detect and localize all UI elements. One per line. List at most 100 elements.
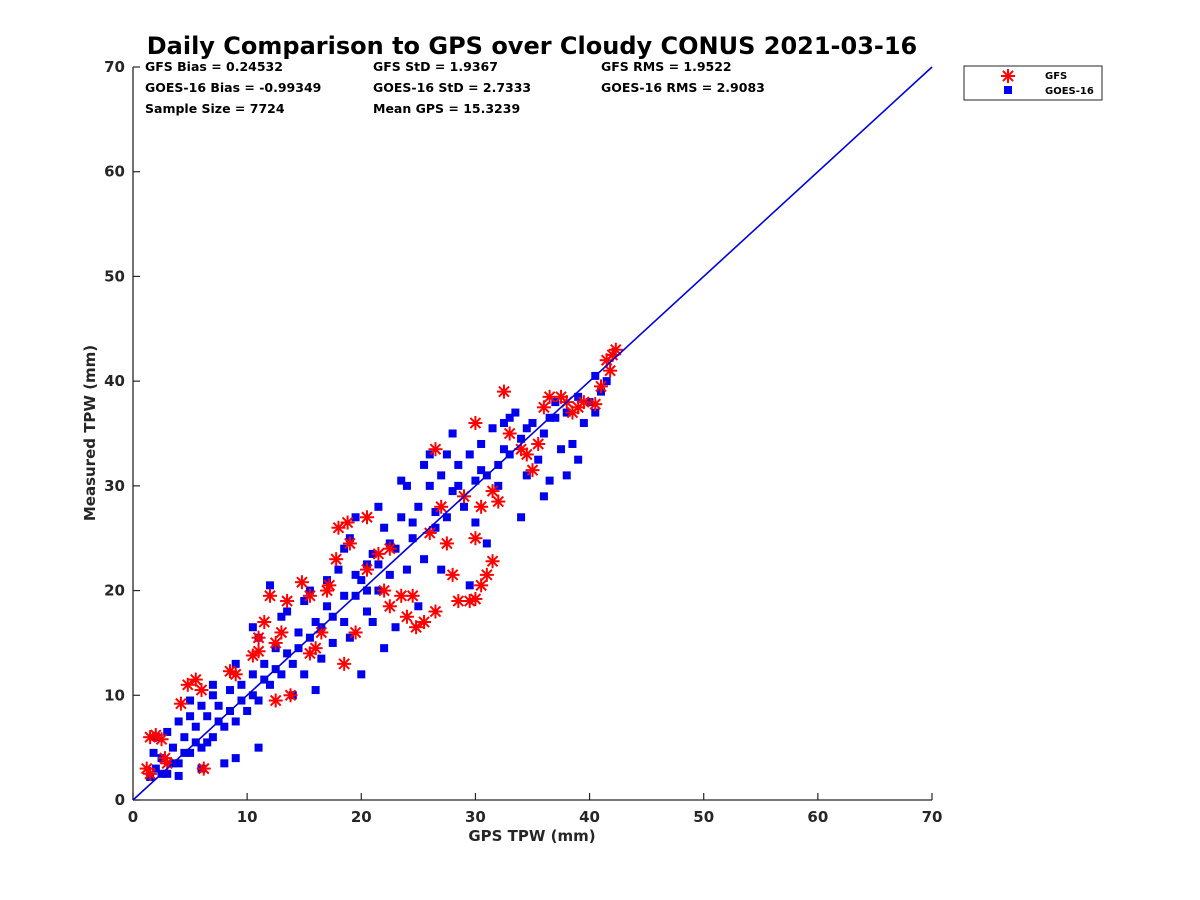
- goes16-point: [208, 691, 217, 700]
- goes16-point: [174, 759, 183, 768]
- chart-title: Daily Comparison to GPS over Cloudy CONU…: [147, 32, 918, 60]
- goes16-point: [380, 523, 389, 532]
- y-tick-label: 40: [104, 372, 125, 390]
- goes16-point: [591, 408, 600, 417]
- goes16-point: [385, 570, 394, 579]
- goes16-point: [151, 764, 160, 773]
- gfs-point: [308, 641, 323, 656]
- gfs-point: [593, 379, 608, 394]
- goes16-point: [288, 659, 297, 668]
- goes16-point: [431, 508, 440, 517]
- goes16-point: [231, 659, 240, 668]
- gfs-point: [377, 583, 392, 598]
- gfs-point: [194, 683, 209, 698]
- goes16-point: [248, 691, 257, 700]
- gfs-point: [434, 499, 449, 514]
- goes16-point: [149, 748, 158, 757]
- series-gfs-markers: [139, 342, 623, 781]
- gfs-point: [382, 599, 397, 614]
- goes16-point: [574, 392, 583, 401]
- goes16-point: [471, 476, 480, 485]
- legend-goes16-marker: [1004, 86, 1012, 94]
- y-tick-label: 60: [104, 163, 125, 181]
- goes16-point: [248, 623, 257, 632]
- goes16-point: [454, 460, 463, 469]
- goes16-point: [311, 686, 320, 695]
- gfs-point: [180, 677, 195, 692]
- goes16-point: [425, 450, 434, 459]
- gfs-point: [468, 591, 483, 606]
- goes16-point: [568, 439, 577, 448]
- gfs-point: [439, 536, 454, 551]
- gfs-point: [519, 447, 534, 462]
- gfs-point: [382, 541, 397, 556]
- goes16-point: [203, 738, 212, 747]
- stats-annotations: GFS Bias = 0.24532 GFS StD = 1.9367 GFS …: [145, 59, 765, 116]
- stat-goes-rms: GOES-16 RMS = 2.9083: [601, 80, 765, 95]
- x-ticks: 0 10 20 30 40 50 60 70: [128, 793, 942, 826]
- goes16-point: [351, 513, 360, 522]
- goes16-point: [579, 419, 588, 428]
- goes16-point: [186, 712, 195, 721]
- goes16-point: [414, 502, 423, 511]
- goes16-point: [265, 680, 274, 689]
- goes16-point: [442, 450, 451, 459]
- legend-box: [963, 65, 1103, 101]
- goes16-point: [163, 769, 172, 778]
- goes16-point: [494, 481, 503, 490]
- gfs-point: [340, 515, 355, 530]
- gfs-point: [588, 397, 603, 412]
- legend-goes16-square: [1004, 86, 1012, 94]
- goes16-point: [168, 743, 177, 752]
- goes16-point: [323, 576, 332, 585]
- y-tick-label: 50: [104, 267, 125, 285]
- x-tick-label: 60: [807, 808, 828, 826]
- goes16-point: [237, 680, 246, 689]
- goes16-point: [362, 586, 371, 595]
- goes16-point: [260, 659, 269, 668]
- goes16-point: [203, 712, 212, 721]
- legend-gfs-label: GFS: [1045, 71, 1067, 82]
- gfs-point: [359, 562, 374, 577]
- gfs-point: [409, 620, 424, 635]
- goes16-point: [197, 701, 206, 710]
- gfs-point: [348, 625, 363, 640]
- goes16-point: [368, 617, 377, 626]
- x-axis-label: GPS TPW (mm): [468, 827, 595, 845]
- goes16-point: [539, 429, 548, 438]
- goes16-point: [283, 607, 292, 616]
- goes16-point: [197, 743, 206, 752]
- goes16-point: [208, 733, 217, 742]
- goes16-point: [499, 419, 508, 428]
- gfs-point: [143, 766, 158, 781]
- goes16-point: [539, 492, 548, 501]
- gfs-point: [502, 426, 517, 441]
- goes16-point: [420, 460, 429, 469]
- y-tick-label: 70: [104, 58, 125, 76]
- goes16-point: [208, 680, 217, 689]
- goes16-point: [340, 591, 349, 600]
- gfs-point: [251, 630, 266, 645]
- gfs-point: [531, 436, 546, 451]
- gfs-point: [445, 567, 460, 582]
- goes16-point: [357, 576, 366, 585]
- gfs-point: [399, 609, 414, 624]
- y-axis-label: Measured TPW (mm): [81, 345, 99, 521]
- goes16-point: [460, 502, 469, 511]
- gfs-point: [294, 575, 309, 590]
- goes16-point: [340, 617, 349, 626]
- goes16-point: [374, 502, 383, 511]
- goes16-point: [351, 570, 360, 579]
- gfs-point: [525, 463, 540, 478]
- goes16-point: [522, 471, 531, 480]
- gfs-point: [257, 614, 272, 629]
- goes16-point: [391, 623, 400, 632]
- goes16-point: [254, 743, 263, 752]
- goes16-point: [551, 413, 560, 422]
- goes16-point: [220, 759, 229, 768]
- gfs-point: [485, 554, 500, 569]
- gfs-point: [251, 644, 266, 659]
- goes16-point: [402, 565, 411, 574]
- gfs-point: [157, 751, 172, 766]
